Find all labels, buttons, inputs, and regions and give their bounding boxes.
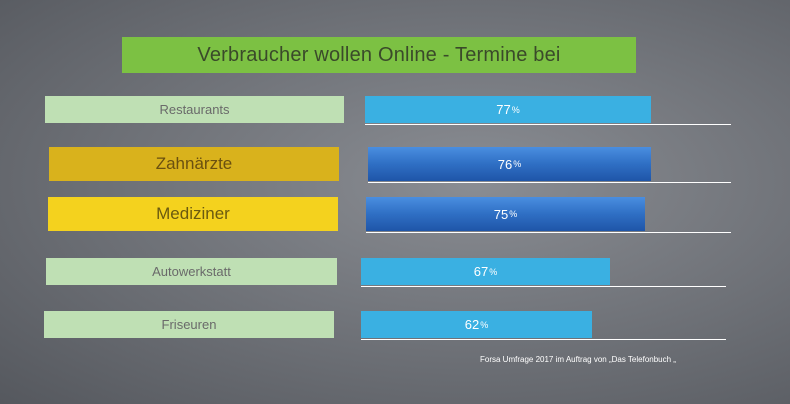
- category-label: Restaurants: [45, 96, 344, 123]
- bar-baseline: [361, 339, 726, 340]
- source-note: Forsa Umfrage 2017 im Auftrag von „Das T…: [480, 355, 676, 364]
- category-label: Friseuren: [44, 311, 334, 338]
- bar: 76%: [368, 147, 651, 181]
- bar-baseline: [366, 232, 731, 233]
- bar: 67%: [361, 258, 610, 285]
- data-label-unit: %: [511, 104, 520, 115]
- data-label-unit: %: [480, 319, 489, 330]
- category-label: Mediziner: [48, 197, 338, 231]
- bar-baseline: [361, 286, 726, 287]
- bar: 77%: [365, 96, 651, 123]
- data-label-unit: %: [513, 159, 522, 169]
- data-label: 67: [473, 264, 489, 279]
- bar: 62%: [361, 311, 592, 338]
- data-label-unit: %: [509, 209, 518, 219]
- data-label-unit: %: [489, 266, 498, 277]
- data-label: 75: [493, 206, 509, 222]
- bar-baseline: [368, 182, 731, 183]
- category-label: Zahnärzte: [49, 147, 339, 181]
- bar-baseline: [365, 124, 731, 125]
- category-label: Autowerkstatt: [46, 258, 337, 285]
- data-label: 77: [496, 102, 511, 117]
- bar: 75%: [366, 197, 645, 231]
- chart-title: Verbraucher wollen Online - Termine bei: [122, 37, 636, 73]
- data-label: 76: [497, 156, 513, 172]
- data-label: 62: [464, 317, 480, 332]
